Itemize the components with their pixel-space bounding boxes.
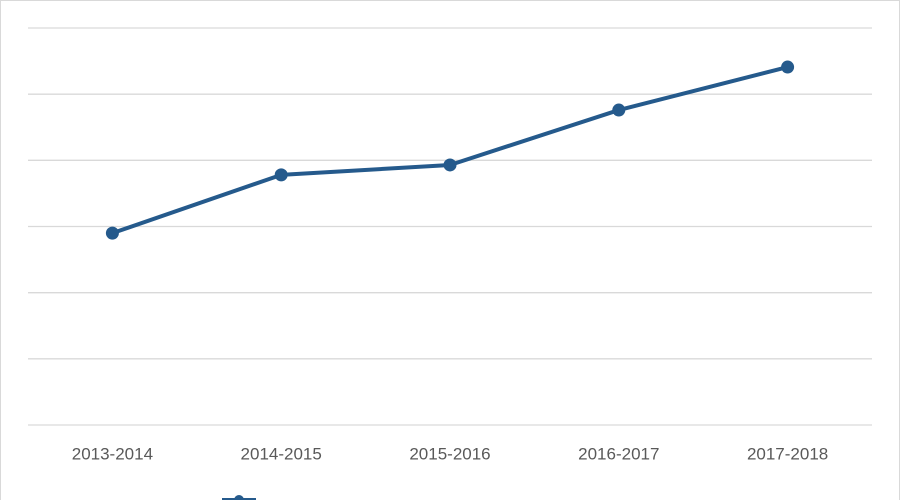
data-point	[781, 60, 795, 74]
x-tick-label: 2015-2016	[409, 444, 490, 463]
series-line	[111, 65, 789, 236]
x-tick-label: 2017-2018	[747, 444, 828, 463]
data-point	[105, 226, 119, 240]
legend-marker	[234, 495, 244, 500]
data-point	[612, 103, 626, 117]
x-tick-label: 2013-2014	[72, 444, 153, 463]
x-tick-label: 2014-2015	[241, 444, 322, 463]
x-tick-label: 2016-2017	[578, 444, 659, 463]
data-point	[274, 168, 288, 182]
legend	[222, 495, 256, 500]
data-point	[443, 158, 457, 172]
